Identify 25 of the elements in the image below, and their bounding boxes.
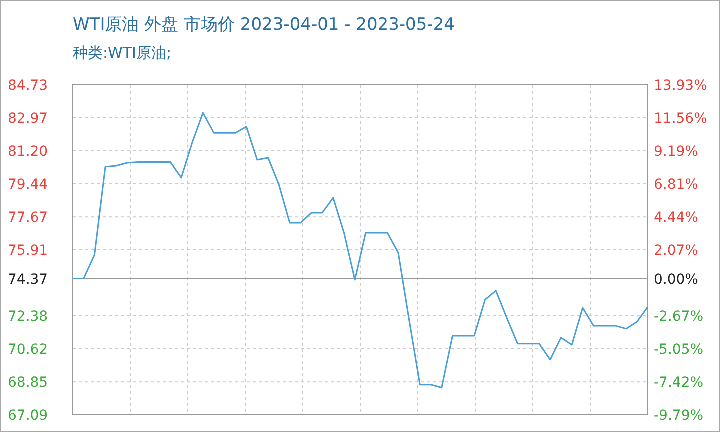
y2-tick-label: 0.00% [654, 272, 698, 288]
y2-tick-label: 6.81% [654, 177, 698, 194]
chart-subtitle: 种类:WTI原油; [73, 44, 172, 62]
y-tick-label: 67.09 [8, 408, 48, 424]
y2-tick-label: 13.93% [654, 78, 708, 94]
chart-title: WTI原油 外盘 市场价 2023-04-01 - 2023-05-24 [73, 15, 455, 35]
y2-tick-label: 9.19% [654, 144, 698, 160]
y2-tick-label: -2.67% [654, 308, 704, 325]
y-tick-label: 81.20 [8, 144, 48, 160]
y-tick-label: 70.62 [8, 342, 48, 358]
y-tick-label: 84.73 [8, 78, 48, 94]
y-tick-label: 77.67 [8, 210, 48, 226]
y2-tick-label: 11.56% [654, 110, 708, 127]
y2-tick-label: 4.44% [654, 210, 698, 226]
y-tick-label: 75.91 [8, 243, 48, 259]
y-tick-label: 74.37 [8, 272, 48, 288]
y-tick-label: 68.85 [8, 375, 48, 392]
y-tick-label: 79.44 [8, 176, 48, 193]
y2-tick-label: -9.79% [654, 408, 704, 424]
y-tick-label: 82.97 [8, 110, 48, 127]
y2-tick-label: 2.07% [654, 243, 698, 259]
y2-tick-label: -5.05% [654, 342, 704, 358]
line-series [72, 112, 649, 389]
y2-tick-label: -7.42% [654, 375, 704, 392]
y-tick-label: 72.38 [8, 309, 48, 326]
